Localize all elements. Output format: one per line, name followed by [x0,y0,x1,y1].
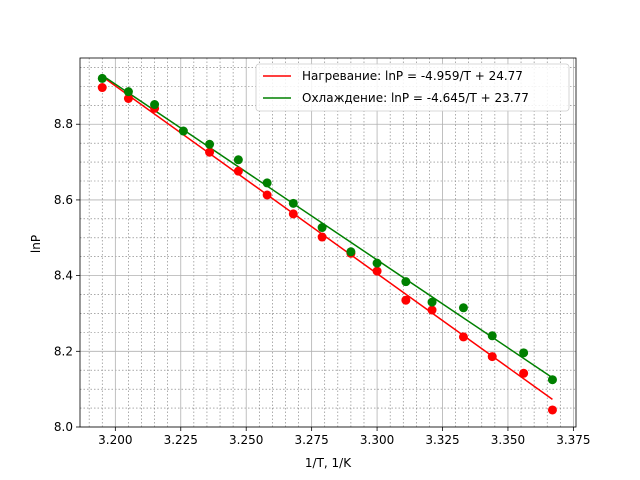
y-tick-label: 8.0 [54,420,73,434]
data-point [288,209,298,219]
fit-line [101,74,553,379]
data-point [150,100,160,110]
data-point [346,247,356,257]
data-point [262,190,272,200]
data-point [205,147,215,157]
y-tick-label: 8.2 [54,344,73,358]
data-point [487,331,497,341]
x-tick-label: 3.250 [229,433,263,447]
axes-border [79,57,577,428]
data-point [458,332,468,342]
data-point [372,258,382,268]
x-axis-ticks: 3.200 3.225 3.250 3.275 3.300 3.325 3.350 3.375 [98,427,591,447]
x-tick-label: 3.325 [425,433,459,447]
data-point [205,139,215,149]
data-point [233,155,243,165]
legend-box [255,63,570,112]
x-tick-label: 3.350 [491,433,525,447]
data-point [401,295,411,305]
legend-label: Охлаждение: lnP = -4.645/T + 23.77 [302,91,529,105]
x-tick-label: 3.300 [360,433,394,447]
data-point [458,303,468,313]
data-point [487,352,497,362]
legend: Нагревание: lnP = -4.959/T + 24.77 Охлажд… [255,63,570,112]
y-tick-label: 8.8 [54,117,73,131]
data-point [123,87,133,97]
y-tick-label: 8.4 [54,269,73,283]
data-point [317,232,327,242]
data-point [123,93,133,103]
data-point [427,297,437,307]
data-point [317,223,327,233]
data-point [519,368,529,378]
y-axis-ticks: 8.0 8.2 8.4 8.6 8.8 [54,117,80,434]
data-point [262,178,272,188]
x-tick-label: 3.225 [164,433,198,447]
data-point [372,266,382,276]
axes-frame [79,57,577,428]
data-point [178,126,188,136]
data-point [97,83,107,93]
data-point [97,73,107,83]
data-point [401,277,411,287]
data-point [547,405,557,415]
data-point [519,348,529,358]
x-tick-label: 3.200 [98,433,132,447]
fit-line [101,75,553,400]
fit-lines [101,74,553,400]
x-tick-label: 3.275 [294,433,328,447]
y-axis-label: lnP [29,235,43,253]
data-point [233,166,243,176]
legend-label: Нагревание: lnP = -4.959/T + 24.77 [302,69,523,83]
x-tick-label: 3.375 [556,433,590,447]
data-point [427,305,437,315]
data-point [288,198,298,208]
y-tick-label: 8.6 [54,193,73,207]
data-point [547,375,557,385]
data-points [97,73,557,415]
x-axis-label: 1/T, 1/K [305,456,352,470]
